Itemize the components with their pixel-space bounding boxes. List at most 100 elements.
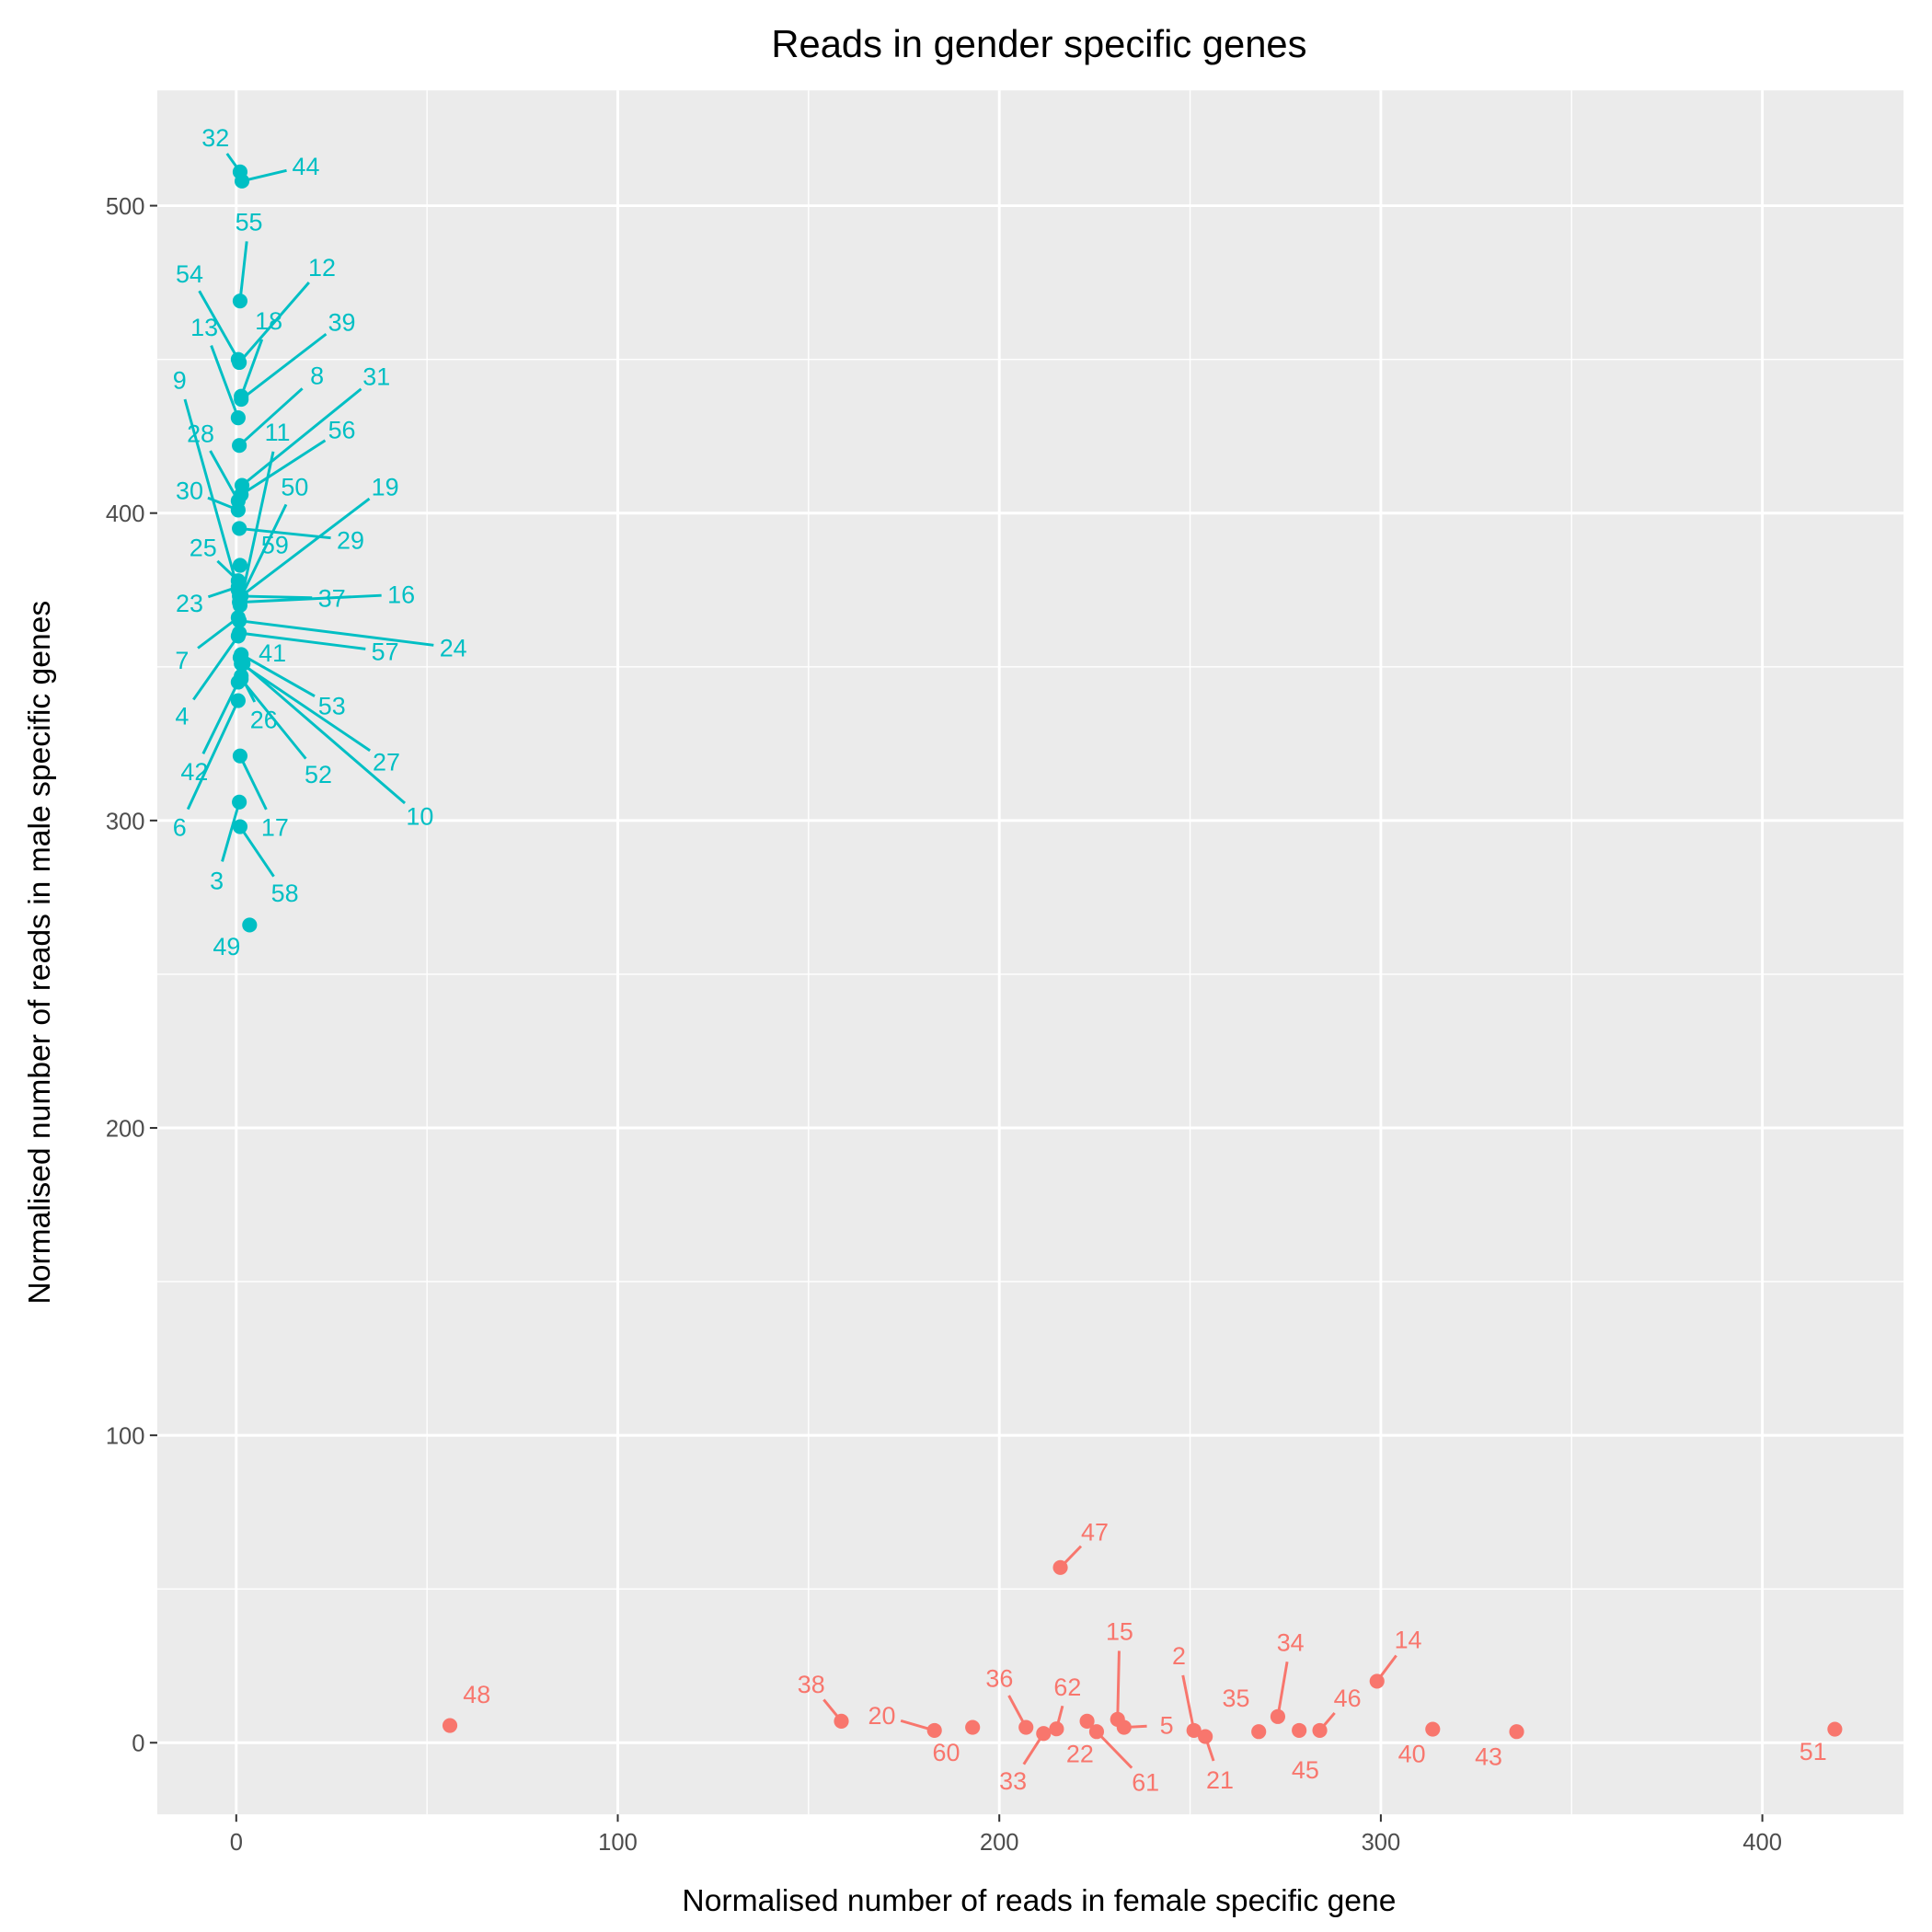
data-point-33 — [1036, 1726, 1052, 1742]
label-connector-6 — [186, 699, 240, 811]
data-point-35 — [1251, 1724, 1267, 1740]
point-label-13: 13 — [190, 314, 218, 341]
label-connector-44 — [241, 168, 287, 183]
point-label-36: 36 — [985, 1664, 1013, 1692]
data-point-52 — [234, 672, 249, 687]
label-connector-19 — [240, 497, 371, 598]
data-point-34 — [1270, 1708, 1286, 1724]
grid-lines — [156, 90, 1904, 1815]
data-point-58 — [232, 819, 248, 834]
data-point-46 — [1312, 1722, 1328, 1738]
point-label-34: 34 — [1277, 1628, 1305, 1656]
data-point-40 — [1425, 1721, 1441, 1737]
point-label-5: 5 — [1160, 1712, 1174, 1740]
label-connector-8 — [238, 387, 304, 447]
chart-title: Reads in gender specific genes — [771, 22, 1306, 65]
data-points — [230, 164, 1843, 1744]
label-connector-13 — [210, 345, 240, 419]
point-label-25: 25 — [190, 534, 217, 561]
point-label-4: 4 — [175, 703, 189, 730]
point-label-45: 45 — [1292, 1756, 1319, 1784]
point-label-8: 8 — [310, 362, 324, 389]
label-connector-9 — [183, 398, 240, 591]
point-label-33: 33 — [999, 1767, 1027, 1795]
point-label-3: 3 — [210, 868, 224, 895]
label-connector-57 — [238, 631, 366, 650]
point-label-20: 20 — [868, 1702, 895, 1730]
data-point-8 — [232, 438, 247, 454]
point-label-21: 21 — [1206, 1766, 1234, 1794]
data-point-44 — [234, 173, 250, 189]
point-label-17: 17 — [261, 814, 289, 842]
point-label-56: 56 — [328, 417, 356, 444]
data-point-48 — [442, 1718, 458, 1733]
point-label-24: 24 — [440, 634, 467, 661]
point-label-2: 2 — [1172, 1642, 1186, 1670]
label-connector-18 — [239, 339, 264, 397]
label-connectors — [183, 153, 1397, 1769]
data-point-43 — [1509, 1724, 1524, 1740]
label-connector-7 — [197, 616, 239, 650]
data-point-21 — [1198, 1729, 1213, 1744]
data-point-13 — [230, 410, 246, 426]
label-connector-55 — [238, 241, 248, 302]
data-point-62 — [1049, 1721, 1064, 1737]
data-point-29 — [232, 521, 247, 536]
point-label-14: 14 — [1395, 1627, 1422, 1654]
label-connector-50 — [238, 503, 288, 600]
point-label-61: 61 — [1132, 1769, 1159, 1797]
data-point-55 — [232, 293, 248, 309]
point-label-47: 47 — [1081, 1519, 1109, 1547]
data-point-3 — [232, 794, 247, 810]
y-tick-label: 300 — [106, 809, 145, 834]
label-connector-24 — [238, 619, 434, 647]
panel-background — [156, 90, 1904, 1815]
point-label-50: 50 — [281, 473, 308, 500]
label-connector-28 — [209, 450, 240, 502]
data-point-12 — [232, 354, 247, 371]
point-label-11: 11 — [265, 419, 291, 446]
point-label-16: 16 — [387, 581, 415, 609]
point-label-15: 15 — [1106, 1617, 1133, 1645]
point-label-57: 57 — [372, 638, 399, 666]
point-label-58: 58 — [271, 880, 299, 907]
data-point-6 — [230, 693, 246, 708]
point-label-31: 31 — [362, 363, 390, 391]
point-label-49: 49 — [213, 933, 240, 960]
point-label-23: 23 — [176, 590, 203, 617]
label-connector-54 — [198, 290, 240, 361]
point-label-32: 32 — [201, 124, 229, 152]
point-label-53: 53 — [318, 693, 346, 720]
point-label-12: 12 — [308, 254, 336, 282]
x-tick-label: 0 — [230, 1830, 243, 1856]
point-label-28: 28 — [187, 420, 214, 448]
point-label-39: 39 — [328, 308, 356, 336]
point-label-59: 59 — [261, 532, 289, 559]
axis-ticks: 0 100 200 300 400 0 100 200 300 400 500 — [106, 194, 1782, 1856]
point-label-46: 46 — [1334, 1685, 1362, 1712]
data-point-36 — [1018, 1719, 1034, 1735]
point-label-10: 10 — [406, 803, 433, 831]
data-point-16 — [232, 594, 247, 610]
point-label-41: 41 — [259, 639, 286, 667]
y-axis-title: Normalised number of reads in male speci… — [23, 601, 57, 1305]
point-label-42: 42 — [180, 758, 208, 786]
point-label-9: 9 — [173, 367, 187, 395]
x-tick-label: 400 — [1742, 1830, 1782, 1856]
y-tick-label: 500 — [106, 194, 145, 220]
label-connector-34 — [1276, 1661, 1289, 1718]
data-point-2 — [1186, 1722, 1202, 1738]
y-tick-label: 400 — [106, 501, 145, 527]
point-label-18: 18 — [255, 307, 282, 335]
point-label-22: 22 — [1066, 1741, 1094, 1768]
data-point-51 — [1827, 1721, 1843, 1737]
point-label-29: 29 — [337, 526, 364, 554]
label-connector-2 — [1181, 1674, 1196, 1731]
label-connector-15 — [1116, 1650, 1121, 1719]
data-point-60 — [965, 1719, 981, 1735]
point-label-19: 19 — [372, 473, 399, 500]
point-label-30: 30 — [176, 477, 203, 505]
point-label-40: 40 — [1398, 1741, 1426, 1768]
label-connector-53 — [240, 653, 316, 697]
